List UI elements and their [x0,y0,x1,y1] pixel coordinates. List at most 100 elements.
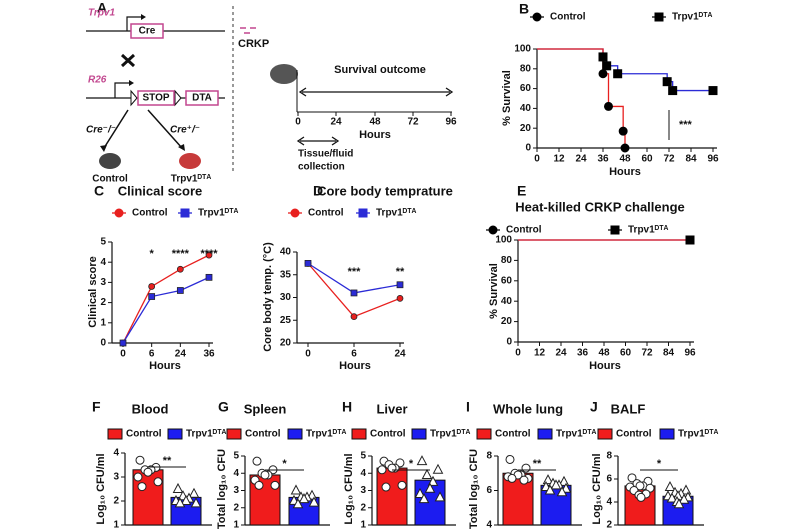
legend-swatch [476,428,492,440]
x-tick-label: 96 [684,348,696,359]
data-point [387,463,397,473]
timeline-tick: 72 [407,117,419,128]
data-point [174,497,186,508]
y-tick-label: 0 [100,338,106,349]
double-arrow [298,87,454,97]
y-tick-label: 1 [113,520,119,530]
timeline-tick: 24 [330,117,342,128]
x-axis-label: Hours [149,360,181,372]
data-point [544,484,556,495]
double-arrow [296,136,340,146]
data-point [190,497,202,508]
legend-label: Control [245,429,281,440]
panel-letter: A [97,0,107,16]
x-tick-label: 0 [515,348,521,359]
x-tick-label: 48 [619,154,631,165]
legend-marker [290,208,300,218]
chart-title: Whole lung [493,401,563,416]
legend-marker [532,12,542,22]
survival-marker [662,77,672,87]
x-axis-label: Hours [609,166,641,178]
data-point [432,463,444,474]
data-point [308,496,320,507]
box-label: DTA [192,93,212,104]
point [205,251,213,259]
y-tick-label: 2 [113,496,119,507]
legend-label: Trpv1ᴰᵀᴬ [306,429,347,440]
legend-label: Control [616,429,652,440]
data-point [377,465,387,475]
stop-box [137,90,175,106]
legend-label: Trpv1ᴰᵀᴬ [628,225,669,236]
x-tick-label: 24 [394,349,406,360]
panel-letter: G [218,399,229,415]
y-tick-label: 1 [233,520,239,530]
legend-label: Trpv1ᴰᵀᴬ [678,429,719,440]
genotype: Cre⁺/⁻ [170,125,200,136]
y-tick-label: 40 [280,247,292,258]
legend-label: Control [506,225,542,236]
y-tick-label: 0 [525,143,531,154]
x-tick-label: 84 [663,348,675,359]
genotype: Cre⁻/⁻ [86,125,116,136]
annotation: **** [200,248,218,260]
data-point [627,473,637,483]
annotation: * [657,458,662,470]
collection-label: Tissue/fluid [298,149,353,160]
data-point [424,482,436,493]
survival-marker [618,126,628,136]
y-tick-label: 8 [606,451,612,462]
data-point [550,479,562,490]
data-point [507,473,517,483]
y-tick-label: 6 [486,485,492,496]
data-point [434,491,446,502]
y-axis-label: Total log₁₀ CFU [468,449,480,529]
gene-label: Trpv1 [88,8,115,19]
x-axis-label: Hours [589,360,621,372]
y-tick-label: 100 [514,44,531,55]
data-point [172,482,184,493]
x-tick-label: 24 [175,349,187,360]
legend-swatch [167,428,183,440]
dta-box [185,90,219,106]
x-axis-label: Hours [339,360,371,372]
y-tick-label: 4 [100,257,106,268]
data-point [290,484,302,495]
survival-marker [602,61,612,71]
x-tick-label: 36 [203,349,215,360]
legend-label: Control [495,429,531,440]
data-point [252,456,262,466]
legend-label: Trpv1ᴰᵀᴬ [430,429,471,440]
legend-label: Control [550,12,586,23]
y-tick-label: 35 [280,269,292,280]
legend-label: Trpv1ᴰᵀᴬ [198,208,239,219]
y-axis-label: Log₁₀ CFU/ml [95,453,107,524]
legend-swatch [351,428,367,440]
gene-label: R26 [88,75,107,86]
data-point [418,493,430,504]
y-tick-label: 1 [360,520,366,530]
legend-label: Control [132,208,168,219]
arrowhead [141,14,146,20]
annotation: *** [348,266,362,278]
data-point [666,492,678,503]
legend-swatch [537,428,553,440]
x-tick-label: 36 [577,348,589,359]
y-axis-label: Log₁₀ CFU/ml [591,453,603,524]
survival-marker [620,143,630,153]
data-point [673,498,685,509]
mouse-control [99,153,121,169]
timeline-tick: 48 [369,117,381,128]
point [205,273,213,281]
panel-letter: E [517,183,526,199]
x-tick-label: 60 [641,154,653,165]
pathogen-label: CRKP [238,38,269,50]
survival-line [537,48,713,92]
y-tick-label: 2 [360,502,366,513]
survival-marker [685,235,695,245]
bar [376,467,408,526]
point [350,289,358,297]
y-tick-label: 0 [506,337,512,348]
loxp [130,89,182,107]
cross-arrow [103,109,183,149]
